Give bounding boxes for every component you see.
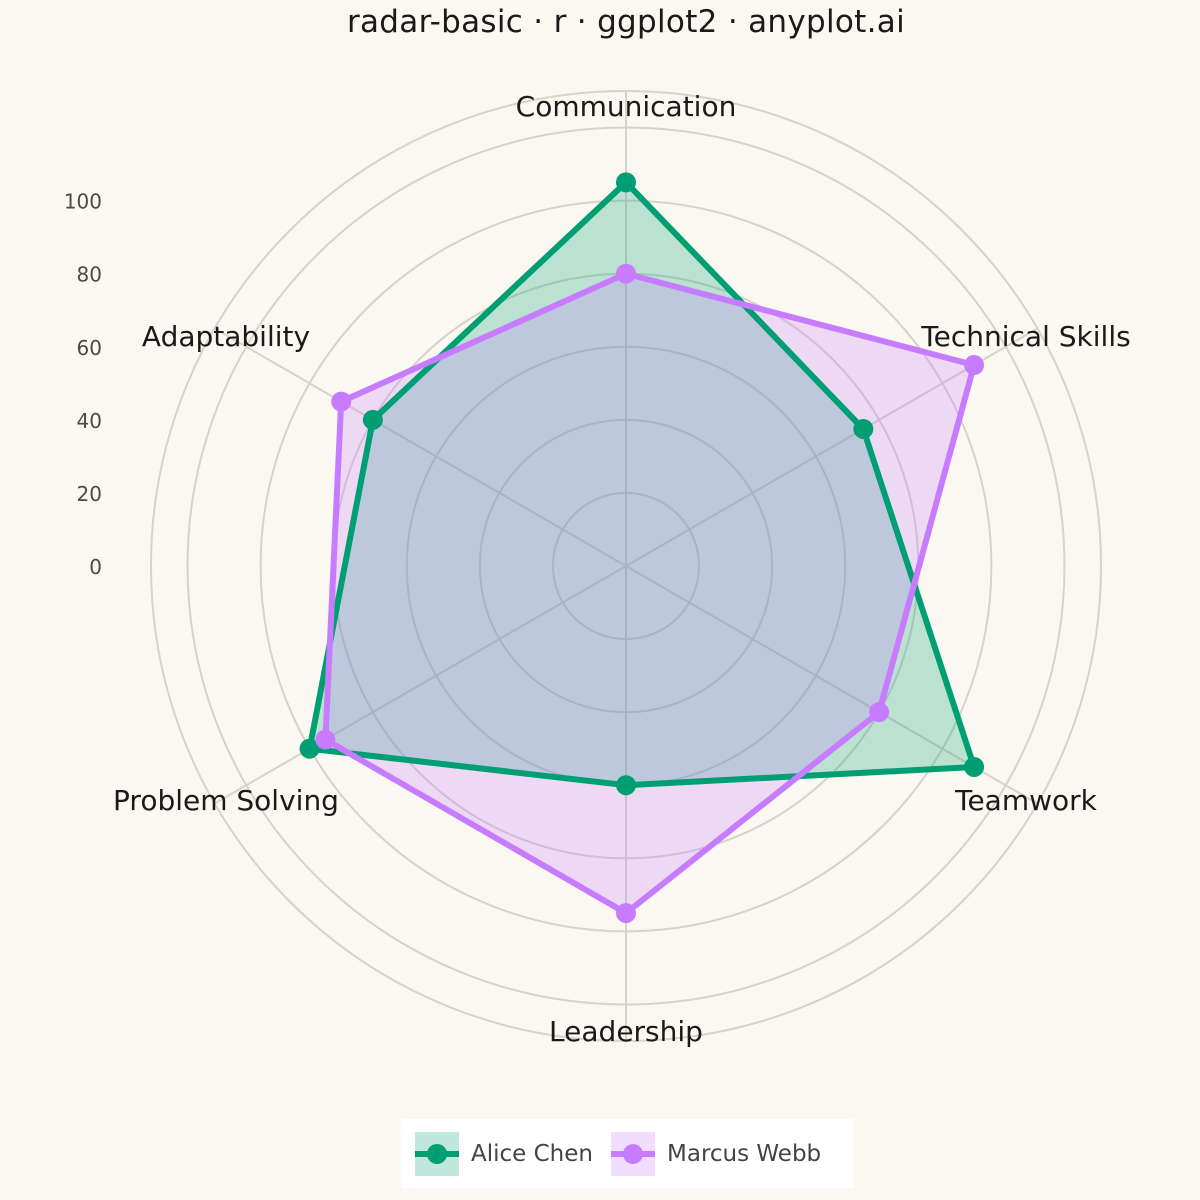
series-area-0 xyxy=(309,182,975,786)
radial-tick-label-5: 100 xyxy=(64,190,102,214)
spoke-4 xyxy=(214,565,627,805)
radial-tick-label-0: 0 xyxy=(89,555,102,579)
radial-tick-label-2: 40 xyxy=(77,409,102,433)
radial-tick-label-4: 80 xyxy=(77,263,102,287)
chart-title: radar-basic · r · ggplot2 · anyplot.ai xyxy=(346,4,906,40)
category-label-5: Adaptability xyxy=(142,320,310,353)
series-0-point-5 xyxy=(362,409,383,430)
legend-label-alice: Alice Chen xyxy=(471,1140,593,1167)
series-1-point-2 xyxy=(869,702,890,723)
legend-label-marcus: Marcus Webb xyxy=(667,1140,822,1167)
series-1-point-3 xyxy=(616,903,636,924)
series-1-point-1 xyxy=(964,355,985,376)
legend-key-alice xyxy=(415,1131,459,1176)
radar-grid xyxy=(150,90,1102,1042)
category-label-0: Communication xyxy=(516,90,737,123)
spoke-5 xyxy=(214,327,627,567)
legend-key-marcus xyxy=(611,1131,655,1176)
series-0-point-4 xyxy=(299,738,320,759)
legend-item-alice[interactable]: Alice Chen xyxy=(415,1131,593,1176)
category-label-1: Technical Skills xyxy=(920,320,1130,353)
legend-item-marcus[interactable]: Marcus Webb xyxy=(611,1131,822,1176)
series-1-point-5 xyxy=(331,391,352,412)
legend: Alice Chen Marcus Webb xyxy=(401,1119,853,1188)
category-label-3: Leadership xyxy=(549,1015,703,1048)
category-label-2: Teamwork xyxy=(954,784,1098,817)
series-1-point-4 xyxy=(315,729,336,750)
category-label-4: Problem Solving xyxy=(113,784,339,817)
series-0-point-0 xyxy=(616,172,636,193)
series-1-point-0 xyxy=(616,263,636,284)
radial-tick-label-1: 20 xyxy=(77,482,102,506)
radar-labels: 0 20 40 60 80 100 Communication Technical Skill… xyxy=(64,90,1131,1048)
series-0-point-3 xyxy=(616,775,636,796)
series-0-point-2 xyxy=(964,756,985,777)
series-area-1 xyxy=(325,273,975,914)
series-0-point-1 xyxy=(853,418,874,439)
radial-tick-label-3: 60 xyxy=(77,336,102,360)
radar-series xyxy=(299,172,985,924)
